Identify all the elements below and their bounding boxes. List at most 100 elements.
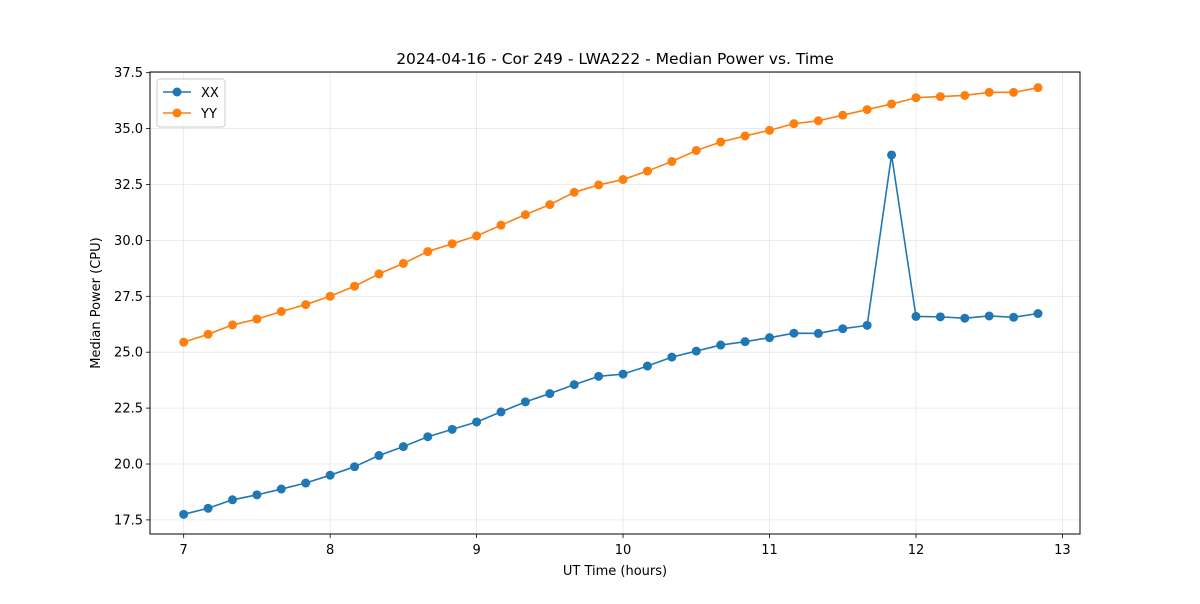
data-point-yy — [594, 180, 604, 190]
data-point-yy — [325, 291, 335, 301]
data-point-xx — [667, 352, 677, 362]
data-point-xx — [642, 361, 652, 371]
data-point-xx — [545, 389, 555, 399]
data-point-xx — [935, 312, 945, 322]
data-point-xx — [520, 397, 530, 407]
data-point-xx — [984, 311, 994, 321]
data-point-xx — [594, 371, 604, 381]
data-point-xx — [740, 337, 750, 347]
data-point-yy — [203, 329, 213, 339]
data-point-yy — [765, 125, 775, 135]
data-point-xx — [789, 328, 799, 338]
data-point-xx — [374, 451, 384, 461]
data-point-xx — [691, 346, 701, 356]
data-point-xx — [716, 340, 726, 350]
data-point-yy — [789, 119, 799, 129]
data-point-yy — [423, 247, 433, 257]
data-point-yy — [716, 137, 726, 147]
data-point-yy — [227, 320, 237, 330]
data-point-xx — [1033, 309, 1043, 319]
data-point-xx — [227, 495, 237, 505]
data-point-xx — [960, 313, 970, 323]
data-point-yy — [301, 300, 311, 310]
data-point-yy — [1009, 87, 1019, 97]
series-line-xx — [183, 154, 1039, 516]
x-tick-label: 11 — [761, 543, 778, 558]
legend-swatch-marker — [172, 87, 182, 97]
data-point-yy — [374, 269, 384, 279]
data-point-xx — [618, 369, 628, 379]
data-point-yy — [545, 200, 555, 210]
y-tick-label: 27.5 — [114, 290, 143, 305]
y-tick-label: 25.0 — [114, 346, 143, 361]
data-point-yy — [252, 314, 262, 324]
data-point-yy — [667, 156, 677, 166]
data-point-yy — [569, 187, 579, 197]
data-point-yy — [496, 220, 506, 230]
data-point-xx — [887, 150, 897, 160]
data-point-xx — [179, 509, 189, 519]
data-point-xx — [252, 490, 262, 500]
x-tick-label: 8 — [326, 543, 334, 558]
data-point-xx — [325, 470, 335, 480]
data-point-xx — [765, 333, 775, 343]
data-point-yy — [447, 239, 457, 249]
legend-item-yy: YY — [163, 107, 217, 122]
grid — [150, 72, 1080, 534]
data-point-xx — [423, 432, 433, 442]
legend-label: YY — [200, 107, 217, 122]
series-layer — [179, 83, 1043, 519]
data-point-yy — [838, 110, 848, 120]
legend: XX YY — [156, 78, 226, 128]
data-point-xx — [862, 320, 872, 330]
data-point-xx — [350, 462, 360, 472]
x-tick-label: 7 — [180, 543, 188, 558]
data-point-xx — [276, 484, 286, 494]
y-tick-label: 30.0 — [114, 234, 143, 249]
series-line-yy — [183, 86, 1039, 343]
y-tick-label: 22.5 — [114, 402, 143, 417]
y-tick-label: 37.5 — [114, 66, 143, 81]
data-point-yy — [642, 166, 652, 176]
data-point-xx — [496, 407, 506, 417]
x-tick-label: 12 — [908, 543, 925, 558]
data-point-yy — [618, 175, 628, 185]
series-yy — [179, 83, 1043, 347]
data-point-yy — [472, 231, 482, 241]
data-point-xx — [301, 478, 311, 488]
data-point-xx — [472, 417, 482, 427]
data-point-yy — [520, 210, 530, 220]
plot-area-frame — [149, 71, 1081, 535]
data-point-xx — [569, 380, 579, 390]
data-point-yy — [740, 131, 750, 141]
data-point-yy — [960, 90, 970, 100]
data-point-yy — [887, 99, 897, 109]
x-tick-label: 9 — [472, 543, 480, 558]
chart-title: 2024-04-16 - Cor 249 - LWA222 - Median P… — [396, 50, 834, 68]
data-point-xx — [911, 311, 921, 321]
data-point-yy — [1033, 83, 1043, 93]
y-tick-label: 32.5 — [114, 178, 143, 193]
data-point-yy — [813, 116, 823, 126]
x-tick-label: 13 — [1054, 543, 1071, 558]
data-point-yy — [179, 337, 189, 347]
axes: 7 8 9 10 11 12 13 17.5 20.0 22.5 25.0 27.5 30.0 32.5 3… — [114, 66, 1071, 558]
legend-swatch-marker — [172, 108, 182, 118]
x-axis-label: UT Time (hours) — [563, 564, 667, 579]
series-xx — [179, 150, 1043, 519]
legend-label: XX — [201, 86, 219, 101]
data-point-yy — [935, 92, 945, 102]
data-point-yy — [911, 93, 921, 103]
data-point-yy — [350, 281, 360, 291]
data-point-xx — [1009, 312, 1019, 322]
data-point-yy — [984, 87, 994, 97]
data-point-yy — [691, 145, 701, 155]
x-tick-label: 10 — [615, 543, 632, 558]
y-tick-label: 35.0 — [114, 122, 143, 137]
data-point-yy — [862, 105, 872, 115]
data-point-yy — [398, 258, 408, 268]
data-point-yy — [276, 306, 286, 316]
y-tick-label: 17.5 — [114, 513, 143, 528]
data-point-xx — [838, 324, 848, 334]
